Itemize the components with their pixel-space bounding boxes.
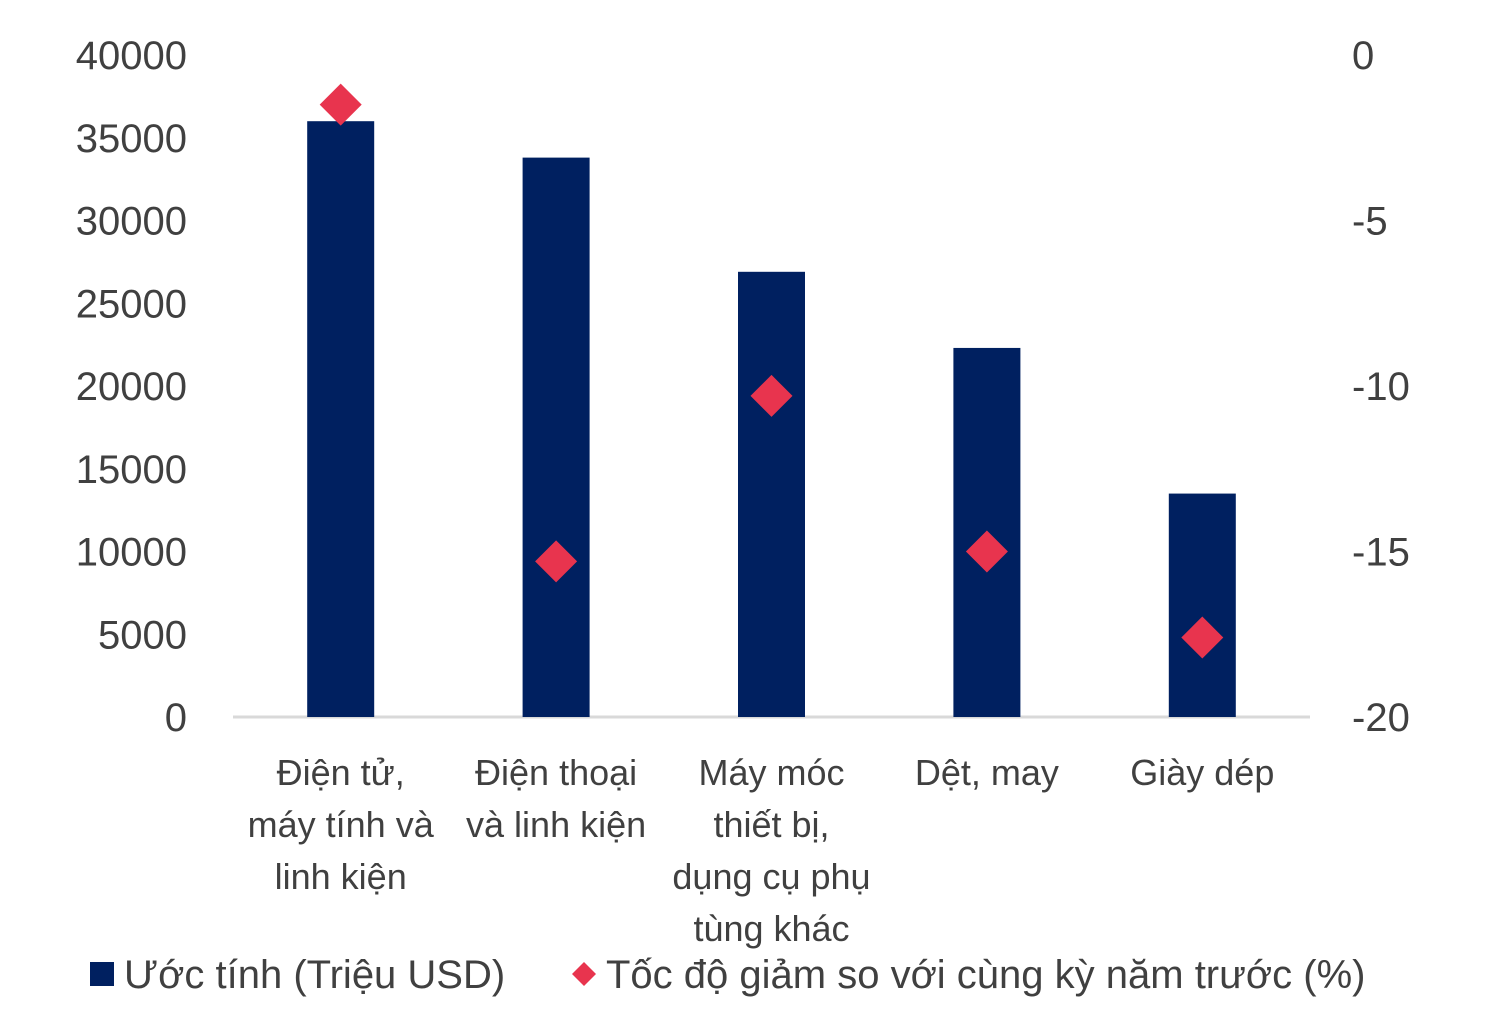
category-label-line: và linh kiện xyxy=(466,804,646,845)
category-label-line: Điện thoại xyxy=(475,752,637,793)
category-label-line: Giày dép xyxy=(1130,752,1274,793)
category-label-line: Điện tử, xyxy=(277,752,405,793)
diamond-marker xyxy=(319,83,362,126)
right-tick-label: -5 xyxy=(1352,200,1388,244)
bar xyxy=(1168,493,1236,717)
left-tick-label: 15000 xyxy=(76,448,187,492)
right-tick-label: -15 xyxy=(1352,531,1410,575)
category-label-line: linh kiện xyxy=(275,856,407,897)
legend-bar-swatch xyxy=(90,962,114,986)
left-tick-label: 5000 xyxy=(98,613,187,657)
category-label: Máy móc thiết bị, dụng cụ phụ tùng khác xyxy=(672,752,870,949)
right-tick-label: -20 xyxy=(1352,696,1410,740)
bar xyxy=(307,121,375,717)
diamond-marker xyxy=(535,540,578,583)
legend: Ước tính (Triệu USD) Tốc độ giảm so với … xyxy=(90,953,1365,997)
marker-series xyxy=(319,83,1224,659)
left-tick-label: 10000 xyxy=(76,531,187,575)
category-label-line: Dệt, may xyxy=(915,752,1059,793)
left-tick-label: 25000 xyxy=(76,282,187,326)
legend-bar-label: Ước tính (Triệu USD) xyxy=(124,953,505,997)
diamond-marker xyxy=(1181,616,1224,659)
diamond-marker xyxy=(965,530,1008,573)
left-axis-ticks: 0 5000 10000 15000 20000 25000 30000 35000 40000 xyxy=(76,34,187,740)
left-tick-label: 40000 xyxy=(76,34,187,78)
left-tick-label: 0 xyxy=(165,696,187,740)
left-tick-label: 35000 xyxy=(76,117,187,161)
right-axis-ticks: -20 -15 -10 -5 0 xyxy=(1352,34,1410,740)
legend-marker-label: Tốc độ giảm so với cùng kỳ năm trước (%) xyxy=(606,953,1365,997)
right-tick-label: 0 xyxy=(1352,34,1374,78)
category-label-line: tùng khác xyxy=(693,908,849,949)
category-label: Điện tử, máy tính và linh kiện xyxy=(248,752,435,897)
category-label: Điện thoại và linh kiện xyxy=(466,752,646,845)
bar xyxy=(522,157,590,718)
legend-diamond-swatch xyxy=(572,962,596,986)
right-tick-label: -10 xyxy=(1352,365,1410,409)
category-label: Giày dép xyxy=(1130,752,1274,793)
category-label-line: Máy móc xyxy=(698,752,844,793)
category-label: Dệt, may xyxy=(915,752,1059,793)
category-label-line: thiết bị, xyxy=(713,804,829,845)
category-label-line: máy tính và xyxy=(248,804,435,845)
left-tick-label: 30000 xyxy=(76,200,187,244)
bar-series xyxy=(307,121,1236,718)
category-labels: Điện tử, máy tính và linh kiện Điện thoại và… xyxy=(248,752,1275,949)
bar xyxy=(738,271,805,717)
category-label-line: dụng cụ phụ xyxy=(672,856,870,897)
diamond-marker xyxy=(750,374,793,417)
left-tick-label: 20000 xyxy=(76,365,187,409)
